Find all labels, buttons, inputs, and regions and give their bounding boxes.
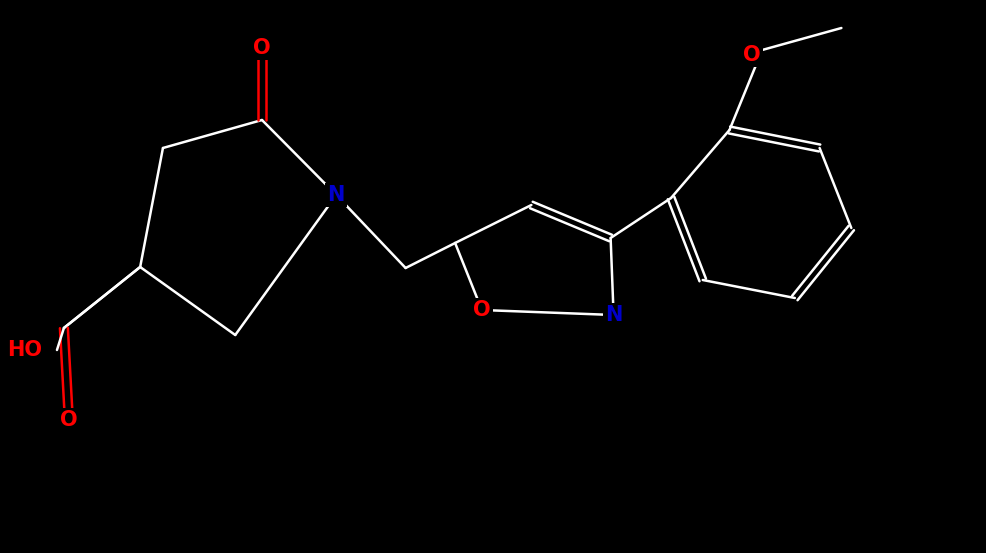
Text: O: O [743, 45, 761, 65]
Text: N: N [604, 305, 622, 325]
Text: N: N [327, 185, 345, 205]
Text: O: O [60, 410, 78, 430]
Text: HO: HO [7, 340, 42, 360]
Text: O: O [473, 300, 491, 320]
Text: O: O [253, 38, 271, 58]
